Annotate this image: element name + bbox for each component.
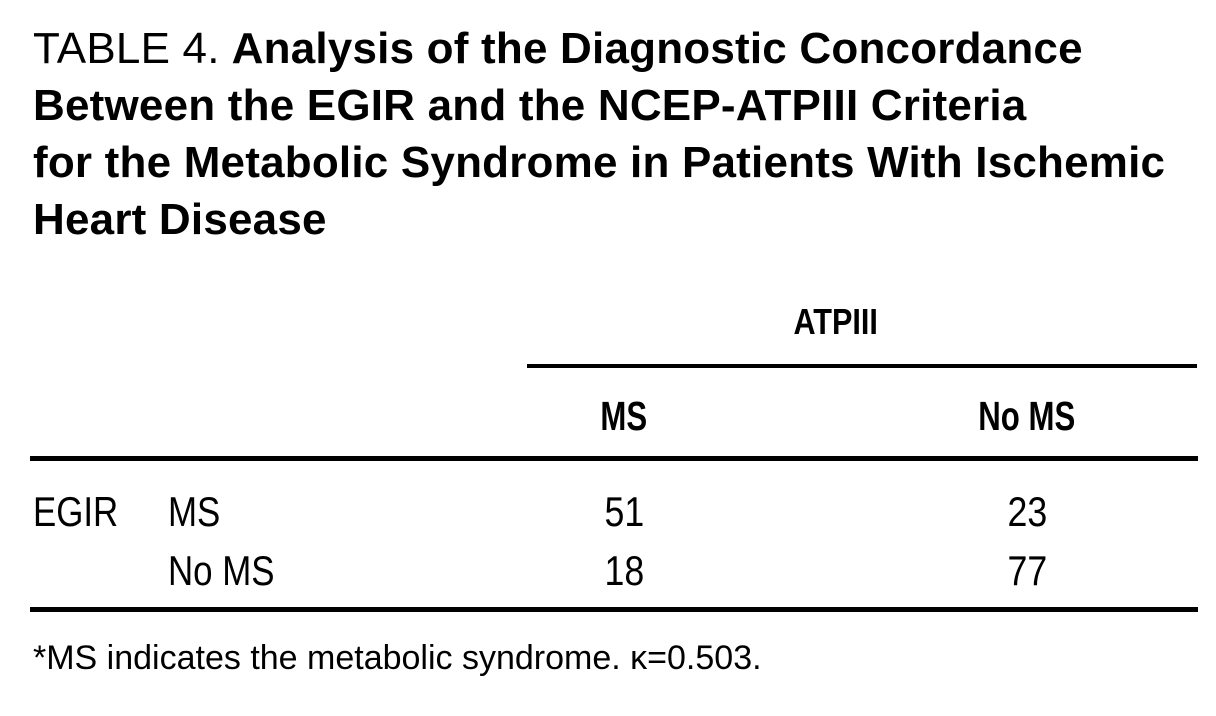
table-footnote: *MS indicates the metabolic syndrome. κ=… — [33, 639, 762, 677]
header-rule — [30, 456, 1198, 461]
caption-line-4: Heart Disease — [33, 195, 327, 244]
row-label-ms: MS — [168, 488, 221, 535]
column-header-ms: MS — [600, 393, 648, 439]
table-caption: TABLE 4. Analysis of the Diagnostic Conco… — [33, 20, 1198, 248]
row-group-header: EGIR — [33, 488, 119, 535]
caption-line-2: Between the EGIR and the NCEP-ATPIII Cri… — [33, 81, 1027, 130]
cell-egir-ms-atpiii-no-ms: 23 — [1007, 488, 1047, 535]
cell-egir-no-ms-atpiii-ms: 18 — [604, 547, 644, 594]
row-label-no-ms: No MS — [168, 547, 275, 594]
column-group-header-text: ATPIII — [793, 301, 879, 342]
table-number-label: TABLE 4. — [33, 24, 220, 73]
cell-egir-no-ms-atpiii-no-ms: 77 — [1007, 547, 1047, 594]
column-group-header: ATPIII — [527, 304, 1145, 340]
cell-egir-ms-atpiii-ms: 51 — [604, 488, 644, 535]
caption-title-part-1: Analysis of the Diagnostic Concordance — [231, 24, 1083, 73]
bottom-rule — [30, 607, 1198, 612]
column-header-no-ms: No MS — [978, 393, 1076, 439]
caption-line-1: TABLE 4. Analysis of the Diagnostic Conco… — [33, 20, 1198, 77]
spanner-rule — [527, 364, 1197, 368]
caption-line-3: for the Metabolic Syndrome in Patients W… — [33, 138, 1166, 187]
